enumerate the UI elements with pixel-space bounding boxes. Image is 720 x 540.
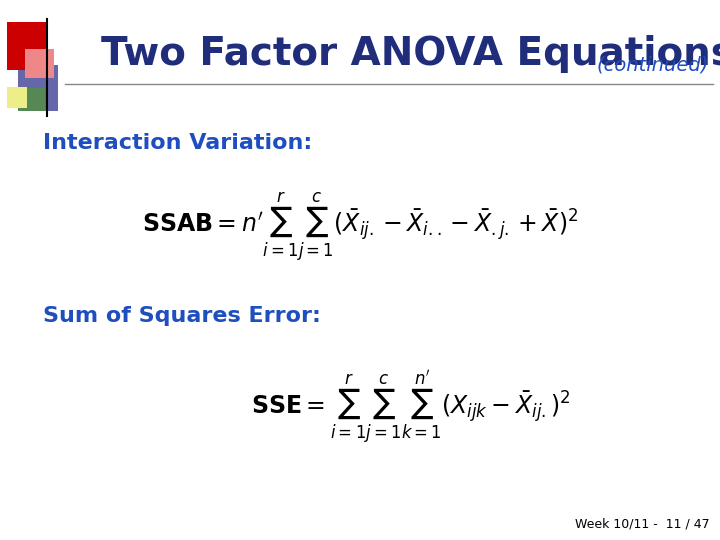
Text: Sum of Squares Error:: Sum of Squares Error: [43, 306, 321, 326]
Text: Week 10/11 -  11 / 47: Week 10/11 - 11 / 47 [575, 517, 709, 530]
FancyBboxPatch shape [25, 49, 54, 78]
Text: (continued): (continued) [597, 56, 709, 75]
Text: Interaction Variation:: Interaction Variation: [43, 133, 312, 153]
FancyBboxPatch shape [7, 87, 27, 108]
FancyBboxPatch shape [7, 22, 47, 70]
Text: $\mathbf{SSAB} = n'\sum_{i=1}^{r}\sum_{j=1}^{c}(\bar{X}_{ij.} - \bar{X}_{i..} - : $\mathbf{SSAB} = n'\sum_{i=1}^{r}\sum_{j… [142, 191, 578, 265]
Text: $\mathbf{SSE} = \sum_{i=1}^{r}\sum_{j=1}^{c}\sum_{k=1}^{n'}(X_{ijk} - \bar{X}_{i: $\mathbf{SSE} = \sum_{i=1}^{r}\sum_{j=1}… [251, 369, 570, 447]
FancyBboxPatch shape [18, 88, 45, 111]
Text: Two Factor ANOVA Equations: Two Factor ANOVA Equations [101, 35, 720, 73]
FancyBboxPatch shape [18, 65, 58, 111]
